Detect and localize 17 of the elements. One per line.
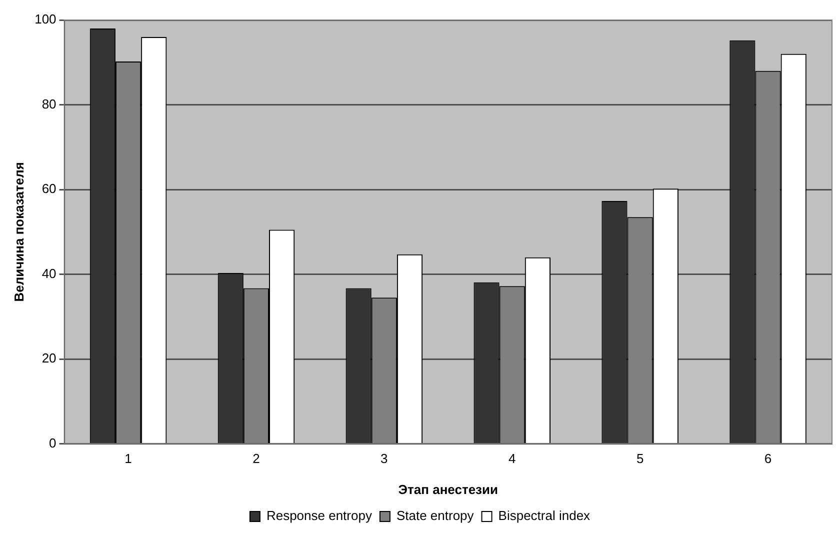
- legend-label: Response entropy: [266, 508, 372, 524]
- x-tick-label: 6: [764, 451, 772, 466]
- x-axis-title: Этап анестезии: [398, 482, 498, 497]
- x-tick-label: 1: [124, 451, 132, 466]
- legend-label: State entropy: [396, 508, 474, 524]
- y-tick-label: 80: [42, 96, 56, 112]
- y-tick-label: 40: [42, 266, 56, 281]
- x-tick-label: 3: [380, 451, 388, 466]
- legend-label: Bispectral index: [498, 508, 591, 524]
- y-tick-label: 100: [34, 12, 56, 27]
- x-tick-label: 4: [508, 451, 516, 466]
- y-axis-title: Величина показателя: [11, 162, 26, 302]
- y-tick-label: 20: [42, 350, 56, 366]
- y-tick-label: 0: [49, 435, 56, 450]
- x-tick-label: 5: [636, 451, 644, 466]
- y-tick-label: 60: [42, 181, 56, 196]
- x-tick-label: 2: [252, 451, 260, 466]
